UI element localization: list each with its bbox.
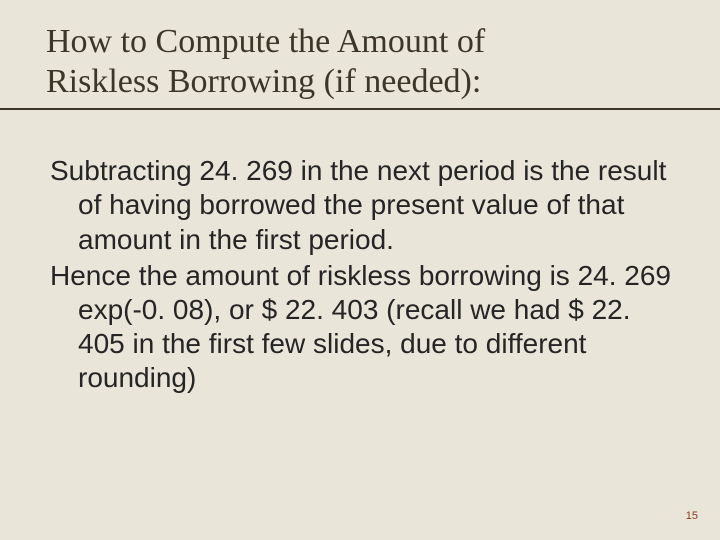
paragraph-1: Subtracting 24. 269 in the next period i… — [50, 154, 674, 256]
slide: How to Compute the Amount of Riskless Bo… — [0, 0, 720, 540]
slide-body: Subtracting 24. 269 in the next period i… — [46, 154, 674, 395]
title-line-1: How to Compute the Amount of — [46, 23, 485, 60]
paragraph-2: Hence the amount of riskless borrowing i… — [50, 259, 674, 396]
title-line-2: Riskless Borrowing (if needed): — [46, 63, 481, 100]
title-underline — [0, 108, 720, 110]
page-number: 15 — [686, 510, 698, 522]
slide-title: How to Compute the Amount of Riskless Bo… — [46, 22, 674, 102]
